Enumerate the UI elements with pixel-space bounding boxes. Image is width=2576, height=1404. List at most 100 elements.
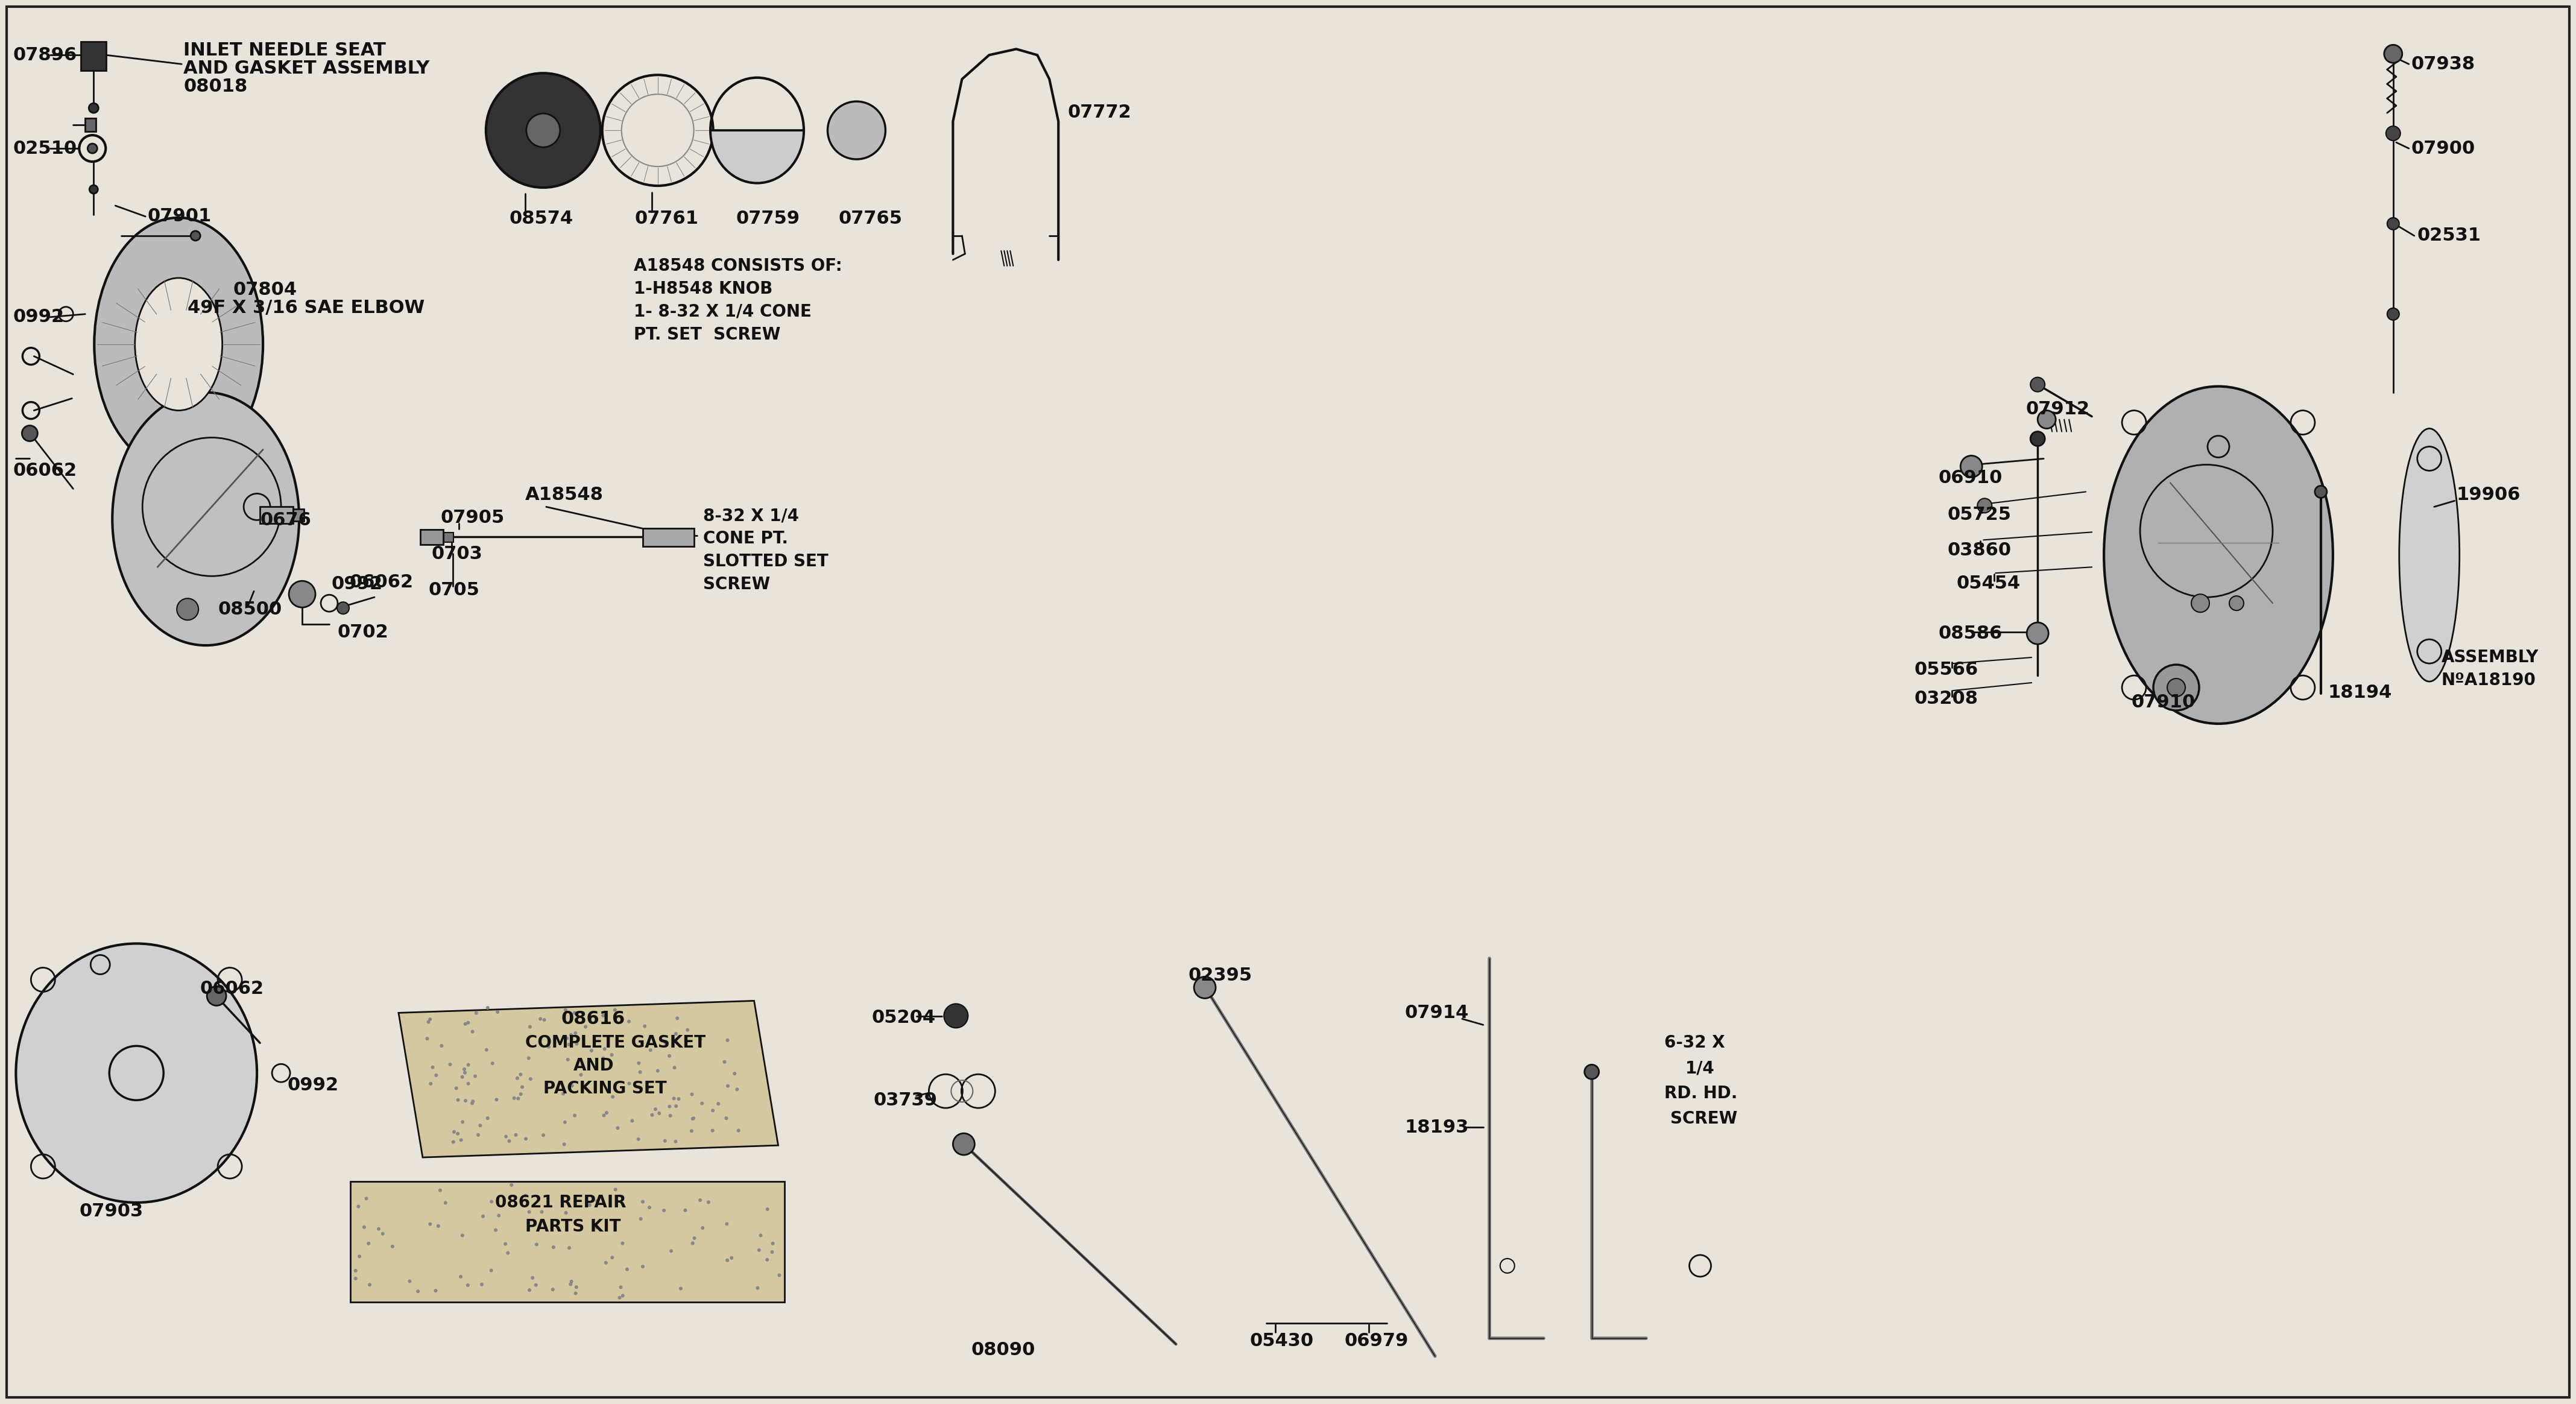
Text: 05566: 05566	[1914, 661, 1978, 678]
Text: AND: AND	[574, 1057, 613, 1074]
Ellipse shape	[2105, 386, 2334, 723]
Circle shape	[438, 1189, 443, 1192]
Circle shape	[528, 1056, 531, 1060]
Text: 07759: 07759	[737, 211, 801, 227]
Circle shape	[466, 1021, 469, 1025]
Circle shape	[528, 1025, 531, 1029]
Circle shape	[636, 1137, 641, 1141]
Text: 03860: 03860	[1947, 542, 2012, 559]
Circle shape	[484, 1047, 489, 1052]
Circle shape	[443, 1200, 448, 1205]
Text: 8-32 X 1/4: 8-32 X 1/4	[703, 507, 799, 524]
Text: 02395: 02395	[1188, 967, 1252, 984]
Circle shape	[505, 1134, 507, 1139]
Circle shape	[471, 1029, 474, 1033]
Circle shape	[368, 1283, 371, 1286]
Circle shape	[677, 1097, 680, 1101]
Circle shape	[662, 1139, 667, 1143]
Circle shape	[953, 1133, 974, 1155]
Circle shape	[510, 1184, 513, 1186]
Circle shape	[425, 1036, 430, 1040]
Circle shape	[701, 1226, 703, 1230]
Circle shape	[690, 1129, 693, 1133]
Circle shape	[685, 1028, 690, 1032]
Circle shape	[626, 1019, 631, 1024]
Circle shape	[585, 1025, 587, 1029]
Circle shape	[729, 1257, 734, 1259]
Circle shape	[675, 1016, 680, 1021]
Circle shape	[667, 1105, 672, 1108]
Circle shape	[495, 1009, 500, 1014]
Circle shape	[564, 1036, 569, 1040]
Circle shape	[1584, 1064, 1600, 1080]
Circle shape	[430, 1066, 435, 1068]
Circle shape	[711, 1109, 714, 1112]
Circle shape	[417, 1289, 420, 1293]
Circle shape	[381, 1231, 384, 1236]
Circle shape	[613, 1008, 616, 1012]
Circle shape	[428, 1018, 433, 1021]
Text: PT. SET  SCREW: PT. SET SCREW	[634, 326, 781, 343]
Circle shape	[546, 1045, 551, 1049]
Circle shape	[569, 1084, 574, 1088]
Circle shape	[587, 1203, 592, 1207]
Circle shape	[657, 1068, 659, 1073]
Circle shape	[353, 1269, 358, 1272]
Circle shape	[600, 1014, 605, 1018]
Text: 07938: 07938	[2411, 55, 2476, 73]
Text: 05725: 05725	[1947, 505, 2012, 524]
Circle shape	[2030, 431, 2045, 446]
Circle shape	[528, 1210, 531, 1213]
Circle shape	[206, 987, 227, 1005]
Circle shape	[191, 230, 201, 240]
Circle shape	[1195, 977, 1216, 998]
Circle shape	[541, 1210, 544, 1213]
Circle shape	[574, 1285, 577, 1289]
Circle shape	[544, 1018, 546, 1022]
Text: 07804: 07804	[232, 281, 296, 299]
Circle shape	[464, 1071, 466, 1074]
Circle shape	[564, 1212, 567, 1214]
Text: SLOTTED SET: SLOTTED SET	[703, 553, 827, 570]
Text: PACKING SET: PACKING SET	[544, 1080, 667, 1097]
Circle shape	[90, 185, 98, 194]
Text: 07910: 07910	[2130, 694, 2195, 712]
Circle shape	[698, 1038, 703, 1040]
Bar	[443, 532, 453, 542]
Circle shape	[724, 1116, 729, 1120]
Circle shape	[464, 1022, 466, 1026]
Circle shape	[440, 1045, 443, 1047]
Text: CONE PT.: CONE PT.	[703, 531, 788, 548]
Bar	[294, 510, 304, 521]
Circle shape	[569, 1033, 572, 1036]
Text: SCREW: SCREW	[1669, 1111, 1736, 1127]
Circle shape	[724, 1060, 726, 1064]
Text: 0992: 0992	[332, 576, 381, 592]
Circle shape	[732, 1071, 737, 1075]
Circle shape	[355, 1205, 361, 1209]
Circle shape	[734, 1088, 739, 1091]
Circle shape	[435, 1074, 438, 1077]
Circle shape	[505, 1251, 510, 1255]
Circle shape	[453, 1087, 459, 1090]
Circle shape	[564, 1008, 567, 1012]
Circle shape	[487, 1116, 489, 1120]
Circle shape	[665, 1042, 667, 1045]
Circle shape	[621, 1294, 623, 1297]
Text: 0705: 0705	[428, 581, 479, 598]
Circle shape	[943, 1004, 969, 1028]
Circle shape	[724, 1221, 729, 1226]
Circle shape	[567, 1057, 569, 1061]
Circle shape	[755, 1286, 760, 1290]
Circle shape	[657, 1112, 662, 1115]
Ellipse shape	[134, 278, 222, 410]
Text: 08616: 08616	[562, 1009, 626, 1028]
Circle shape	[603, 1047, 605, 1050]
Circle shape	[407, 1279, 412, 1283]
Circle shape	[590, 1049, 592, 1053]
Circle shape	[376, 1227, 381, 1231]
Text: 02531: 02531	[2416, 227, 2481, 244]
Circle shape	[353, 1276, 358, 1280]
Circle shape	[471, 1099, 474, 1104]
Circle shape	[567, 1245, 572, 1250]
